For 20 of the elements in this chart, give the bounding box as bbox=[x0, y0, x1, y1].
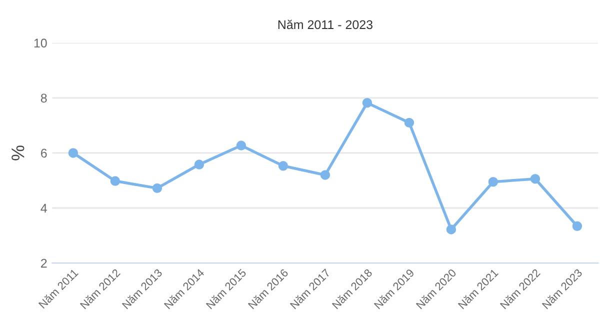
point bbox=[446, 224, 456, 234]
point bbox=[488, 176, 498, 187]
point bbox=[530, 174, 540, 184]
chart-title: Năm 2011 - 2023 bbox=[278, 20, 372, 30]
point bbox=[110, 176, 120, 186]
point bbox=[572, 221, 582, 232]
point bbox=[278, 161, 288, 171]
y-tick-label: 10 bbox=[34, 38, 47, 48]
point bbox=[404, 118, 414, 128]
point bbox=[152, 183, 162, 194]
point bbox=[194, 160, 204, 170]
y-tick-label: 8 bbox=[40, 94, 47, 103]
y-axis-title: % bbox=[12, 146, 24, 160]
point bbox=[320, 170, 330, 180]
y-tick-label: 6 bbox=[41, 148, 47, 158]
point bbox=[68, 148, 78, 158]
y-tick-label: 2 bbox=[41, 258, 47, 268]
point bbox=[362, 98, 372, 108]
y-tick-label: 4 bbox=[40, 204, 47, 213]
point bbox=[236, 140, 246, 150]
